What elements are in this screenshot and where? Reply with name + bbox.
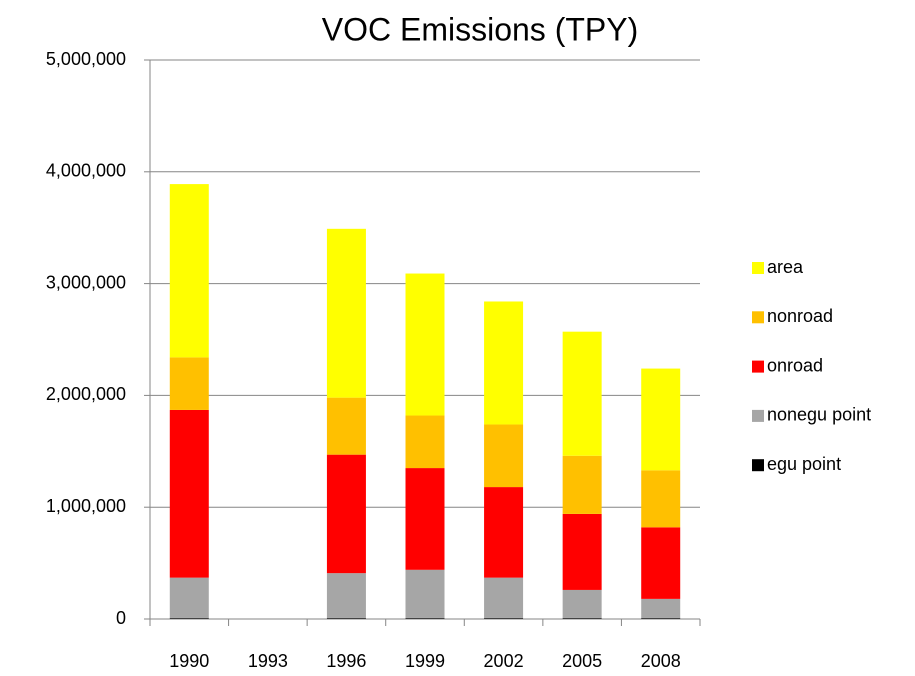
bar-segment [484,617,524,619]
bar-segment [562,617,602,619]
bar-segment [326,573,366,618]
x-tick-label: 2008 [641,651,681,671]
bar-segment [562,513,602,590]
bar-segment [169,357,209,410]
bar-segment [405,468,445,570]
bar-segment [641,470,681,528]
bar-segment [169,184,209,358]
bar-segment [405,415,445,469]
x-tick-label: 1999 [405,651,445,671]
bar-segment [484,487,524,578]
legend-swatch [752,409,764,422]
bar-segment [562,589,602,618]
bar-segment [484,424,524,488]
bar-segment [562,331,602,456]
chart-title: VOC Emissions (TPY) [322,11,638,47]
x-tick-label: 2005 [562,651,602,671]
bar-segment [405,617,445,619]
bar-segment [484,301,524,425]
x-tick-label: 2002 [484,651,524,671]
legend-label: nonegu point [767,405,871,425]
y-tick-label: 4,000,000 [46,161,126,181]
y-tick-label: 5,000,000 [46,49,126,69]
bar-segment [562,455,602,514]
legend-swatch [752,311,764,324]
bar-segment [641,617,681,619]
bar-segment [169,617,209,619]
bar-segment [641,598,681,618]
legend-label: egu point [767,454,841,474]
y-tick-label: 0 [116,608,126,628]
legend-swatch [752,262,764,274]
bar-segment [405,273,445,416]
legend-swatch [752,459,764,472]
bar-segment [641,527,681,599]
y-tick-label: 1,000,000 [46,496,126,516]
bar-segment [641,368,681,471]
bar-segment [484,577,524,618]
bar-segment [169,577,209,618]
x-tick-label: 1993 [248,651,288,671]
bar-segment [326,454,366,574]
bar-segment [169,409,209,578]
legend-label: area [767,257,804,277]
bar-segment [405,569,445,618]
y-tick-label: 3,000,000 [46,272,126,292]
bar-segment [326,228,366,398]
bar-segment [326,617,366,619]
y-tick-label: 2,000,000 [46,384,126,404]
legend-label: onroad [767,355,823,375]
x-tick-label: 1990 [169,651,209,671]
bar-segment [326,397,366,455]
legend-swatch [752,360,764,373]
legend-label: nonroad [767,306,833,326]
x-tick-label: 1996 [326,651,366,671]
